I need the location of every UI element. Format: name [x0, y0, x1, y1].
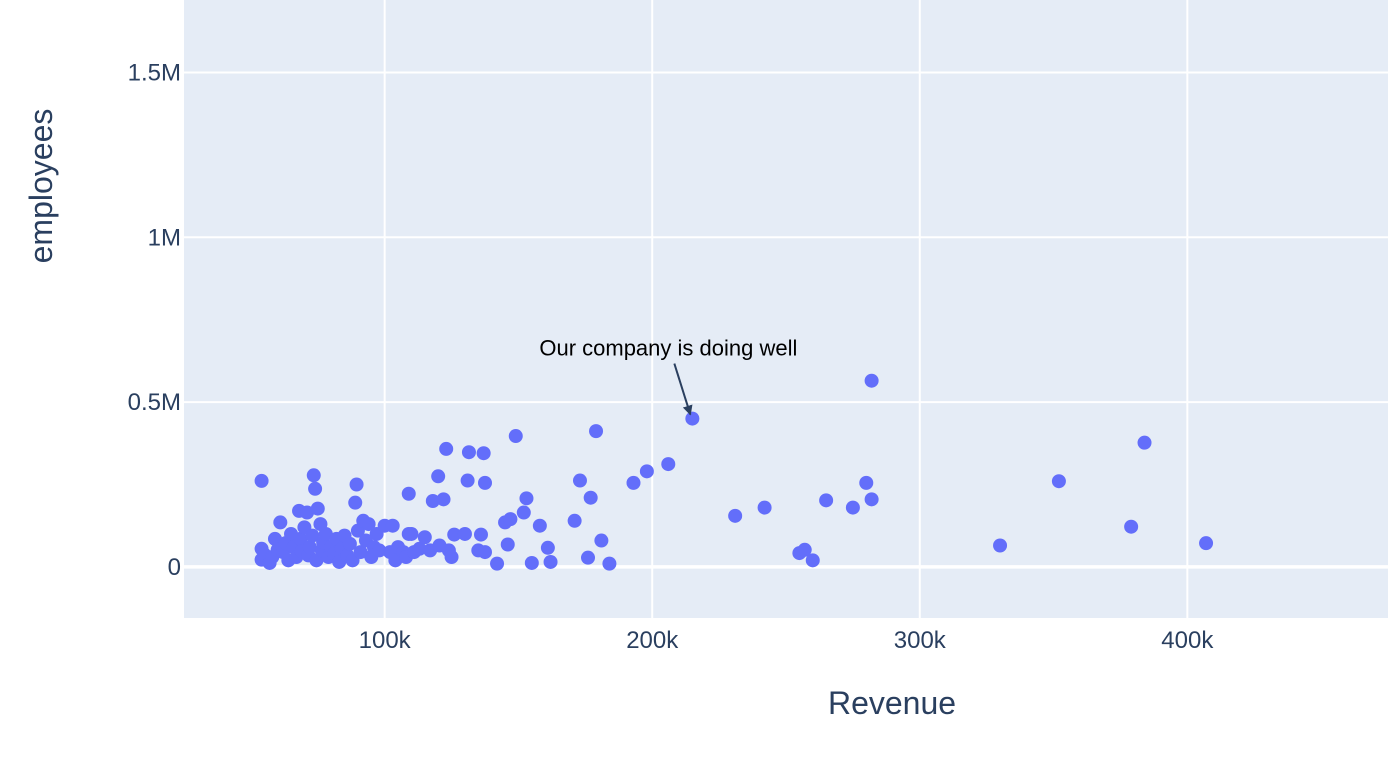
data-point: [864, 373, 879, 388]
data-point: [273, 515, 288, 530]
data-point: [308, 481, 323, 496]
data-point: [478, 475, 492, 490]
data-point: [385, 518, 400, 533]
x-tick-label: 400k: [1161, 627, 1214, 654]
data-point: [490, 556, 505, 571]
data-point: [845, 500, 860, 515]
data-point: [306, 468, 321, 483]
y-tick-label: 1.5M: [128, 60, 181, 87]
x-tick-label: 100k: [359, 627, 412, 654]
data-point: [293, 531, 308, 546]
data-point: [639, 464, 654, 479]
data-point: [819, 493, 834, 508]
data-point: [1199, 536, 1214, 551]
data-point: [267, 531, 282, 546]
data-point: [1051, 474, 1066, 489]
data-point: [516, 505, 531, 520]
data-point: [581, 550, 596, 565]
grid: [184, 0, 1388, 618]
data-point: [797, 542, 812, 557]
data-point: [500, 537, 515, 552]
y-tick-label: 0: [168, 554, 181, 581]
data-point: [993, 538, 1008, 553]
data-point: [460, 473, 475, 488]
data-point: [728, 508, 743, 523]
data-point: [661, 457, 676, 472]
data-point: [353, 545, 368, 560]
data-point: [685, 411, 700, 426]
data-point: [757, 500, 772, 515]
data-point: [412, 541, 427, 556]
data-point: [457, 526, 472, 541]
data-point: [1124, 519, 1139, 534]
data-point: [543, 554, 558, 569]
data-point: [540, 540, 555, 555]
data-point: [439, 441, 454, 456]
y-tick-label: 1M: [148, 224, 181, 251]
data-point: [254, 473, 269, 488]
data-point: [594, 533, 609, 548]
data-point: [436, 492, 451, 507]
y-axis-ticks: 0 0.5M 1M 1.5M: [128, 60, 181, 581]
data-point: [342, 536, 357, 551]
data-point: [404, 526, 419, 541]
data-point: [503, 512, 518, 527]
data-point: [425, 493, 440, 508]
data-point: [519, 491, 534, 506]
data-point: [372, 543, 387, 558]
x-tick-label: 200k: [626, 627, 679, 654]
data-point: [476, 446, 491, 461]
data-point: [626, 475, 641, 490]
data-point: [532, 518, 547, 533]
data-point: [461, 445, 476, 460]
data-point: [524, 555, 539, 570]
y-axis-title: employees: [23, 109, 59, 264]
data-point: [300, 505, 315, 520]
data-point: [310, 501, 325, 516]
data-point: [567, 513, 582, 528]
data-point: [349, 477, 364, 492]
data-point: [583, 490, 598, 505]
data-point: [859, 475, 874, 490]
x-tick-label: 300k: [894, 627, 947, 654]
data-point: [478, 545, 492, 560]
data-point: [431, 469, 446, 484]
data-point: [508, 429, 523, 444]
data-point: [318, 526, 333, 541]
x-axis-ticks: 100k 200k 300k 400k: [359, 627, 1215, 654]
data-point: [1137, 435, 1152, 450]
annotation: Our company is doing well: [539, 336, 797, 416]
data-point: [589, 424, 604, 439]
annotation-text: Our company is doing well: [539, 336, 797, 361]
scatter-points: [254, 373, 1214, 571]
annotation-arrow: [673, 363, 693, 416]
data-point: [444, 550, 459, 565]
data-point: [864, 492, 879, 507]
data-point: [401, 486, 416, 501]
data-point: [473, 527, 488, 542]
data-point: [305, 528, 320, 543]
data-point: [348, 495, 363, 510]
data-point: [302, 540, 317, 555]
x-axis-title: Revenue: [828, 685, 956, 721]
data-point: [572, 473, 587, 488]
y-tick-label: 0.5M: [128, 389, 181, 416]
data-point: [602, 556, 617, 571]
data-point: [417, 530, 432, 545]
data-point: [805, 553, 820, 568]
data-point: [361, 517, 376, 532]
data-point: [447, 527, 462, 542]
